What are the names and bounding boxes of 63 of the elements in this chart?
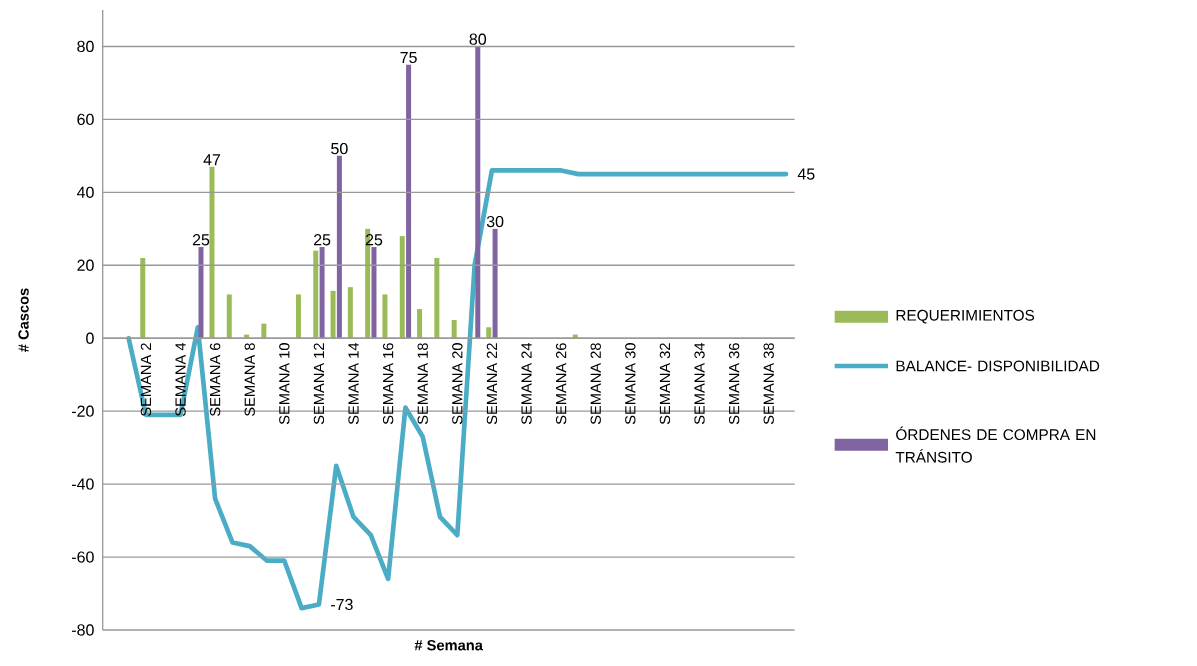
x-tick-label: SEMANA 38 xyxy=(763,343,774,425)
bar xyxy=(347,287,353,339)
y-tick-label: 40 xyxy=(76,186,94,198)
x-tick-label: SEMANA 8 xyxy=(244,343,255,416)
x-tick-label: SEMANA 26 xyxy=(555,343,567,425)
x-tick-label: SEMANA 22 xyxy=(486,343,498,425)
data-label: 80 xyxy=(469,33,487,45)
legend-label: REQUERIMIENTOS xyxy=(896,309,1035,324)
x-tick-label: SEMANA 20 xyxy=(452,343,463,425)
x-tick-label: SEMANA 32 xyxy=(659,343,671,425)
bar xyxy=(382,294,388,339)
bar xyxy=(406,64,412,339)
y-tick-label: -80 xyxy=(71,624,94,636)
bar xyxy=(319,247,325,339)
x-axis-title: # Semana xyxy=(414,640,483,651)
bar xyxy=(399,236,405,339)
data-label: -73 xyxy=(331,598,353,611)
bar xyxy=(336,155,342,339)
x-tick-label: SEMANA 34 xyxy=(694,342,705,425)
legend-label: BALANCE- DISPONIBILIDAD xyxy=(896,360,1100,372)
y-tick-label: 20 xyxy=(77,259,94,271)
x-tick-label: SEMANA 16 xyxy=(382,343,394,425)
bar xyxy=(492,228,498,339)
bar xyxy=(330,290,336,339)
legend-label: ÓRDENES DE COMPRA EN TRÁNSITO xyxy=(895,426,1096,463)
data-label: 25 xyxy=(313,234,331,246)
bar xyxy=(295,294,301,339)
data-label: 75 xyxy=(400,51,417,64)
bar xyxy=(486,327,492,339)
x-tick-label: SEMANA 36 xyxy=(728,343,740,425)
y-tick-label: -60 xyxy=(71,551,94,563)
x-tick-label: SEMANA 6 xyxy=(209,343,221,416)
x-tick-label: SEMANA 24 xyxy=(521,342,532,425)
y-axis-title: # Cascos xyxy=(18,288,29,352)
bar xyxy=(261,323,267,339)
y-tick-label: -40 xyxy=(71,478,94,490)
data-label: 30 xyxy=(486,215,504,228)
y-tick-label: 80 xyxy=(77,40,94,53)
bar xyxy=(140,257,146,339)
x-tick-label: SEMANA 30 xyxy=(625,343,636,425)
bar xyxy=(226,294,232,339)
data-label: 25 xyxy=(192,234,210,246)
bar xyxy=(371,247,377,339)
bar xyxy=(451,319,457,339)
x-tick-label: SEMANA 12 xyxy=(313,343,325,425)
x-tick-label: SEMANA 14 xyxy=(348,342,359,425)
y-tick-label: -20 xyxy=(71,405,94,417)
bar xyxy=(475,46,481,339)
x-tick-label: SEMANA 2 xyxy=(140,343,152,416)
bar xyxy=(198,247,204,339)
y-tick-label: 0 xyxy=(86,332,94,344)
data-label: 50 xyxy=(331,142,348,155)
bar xyxy=(434,257,440,339)
bar xyxy=(417,309,423,339)
x-tick-label: SEMANA 10 xyxy=(279,343,290,425)
x-tick-label: SEMANA 18 xyxy=(417,343,428,425)
y-tick-label: 60 xyxy=(77,113,94,126)
x-tick-label: SEMANA 4 xyxy=(175,342,186,416)
x-tick-label: SEMANA 28 xyxy=(590,343,601,425)
bar xyxy=(209,166,215,339)
bar xyxy=(313,250,319,339)
data-label: 47 xyxy=(203,154,221,166)
data-label: 45 xyxy=(797,168,815,180)
